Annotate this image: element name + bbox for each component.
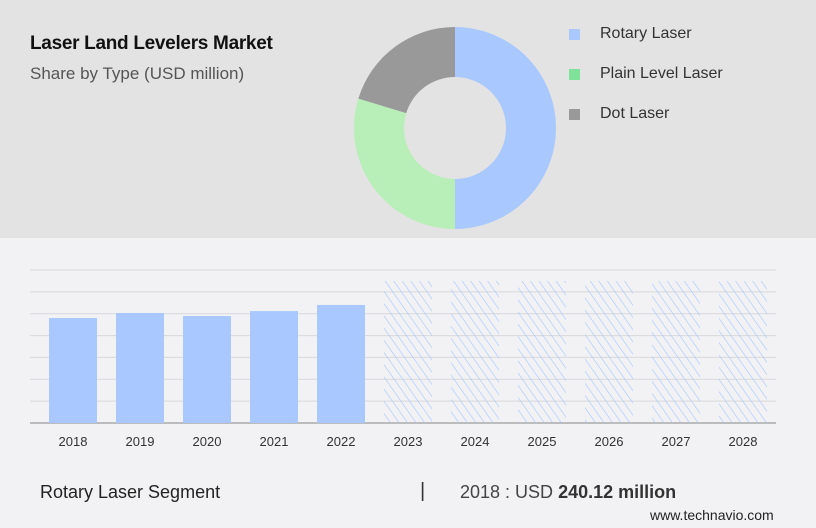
x-tick-label: 2018	[59, 434, 88, 449]
x-tick-label: 2025	[528, 434, 557, 449]
year-label: 2018 : USD	[460, 482, 554, 502]
x-tick-label: 2026	[595, 434, 624, 449]
chart-subtitle: Share by Type (USD million)	[30, 64, 245, 83]
x-tick-label: 2028	[729, 434, 758, 449]
bar-2023	[384, 280, 432, 423]
bar-2022	[317, 304, 365, 423]
legend-label: Plain Level Laser	[600, 65, 723, 82]
source-site: www.technavio.com	[650, 507, 774, 523]
value-amount: 240.12 million	[558, 482, 677, 502]
x-tick-label: 2020	[193, 434, 222, 449]
donut-slice-dot-laser	[358, 27, 455, 114]
x-tick-label: 2023	[394, 434, 423, 449]
bar-2028	[719, 280, 767, 423]
bar-2027	[652, 280, 700, 423]
bar-2024	[451, 280, 499, 423]
donut-slice-plain-level-laser	[354, 98, 455, 229]
legend-item-dot-laser: Dot Laser	[569, 105, 669, 123]
legend-swatch	[569, 28, 580, 40]
legend-item-rotary-laser: Rotary Laser	[569, 25, 692, 43]
x-tick-label: 2021	[260, 434, 289, 449]
bar-2018	[49, 318, 97, 423]
chart-title: Laser Land Levelers Market	[30, 33, 273, 54]
bar-2019	[116, 313, 164, 423]
legend-swatch	[569, 68, 580, 80]
x-tick-label: 2022	[327, 434, 356, 449]
donut-slice-rotary-laser	[455, 27, 556, 229]
bar-2026	[585, 280, 633, 423]
x-tick-label: 2019	[126, 434, 155, 449]
segment-value: 2018 : USD 240.12 million	[460, 482, 676, 503]
legend-label: Dot Laser	[600, 105, 670, 122]
x-tick-label: 2024	[461, 434, 490, 449]
legend-label: Rotary Laser	[600, 25, 692, 42]
legend-item-plain-level-laser: Plain Level Laser	[569, 65, 723, 83]
bar-2021	[250, 311, 298, 423]
separator: |	[420, 480, 426, 502]
segment-label: Rotary Laser Segment	[40, 482, 221, 502]
bar-2025	[518, 280, 566, 423]
bar-2020	[183, 316, 231, 423]
x-tick-label: 2027	[662, 434, 691, 449]
legend-swatch	[569, 108, 580, 120]
